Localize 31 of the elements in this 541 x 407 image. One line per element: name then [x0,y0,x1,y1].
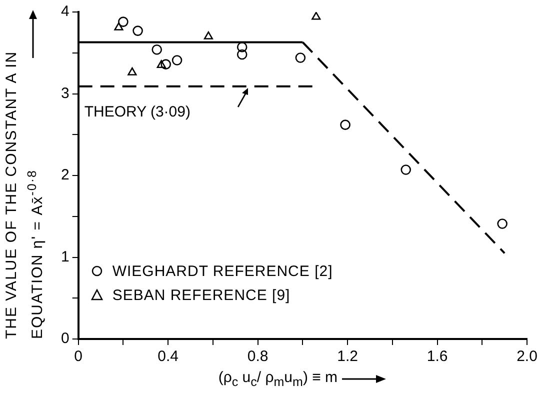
y-tick-label: 2 [61,166,70,184]
point [236,42,248,52]
point [152,44,162,55]
point [312,12,321,20]
x-tick-label: 0 [74,348,83,366]
x-tick-label: 2.0 [516,348,538,366]
point [204,31,213,40]
point [236,49,248,60]
x-tick-label: 0.8 [247,348,268,366]
y-tick-label: 3 [61,84,70,102]
point [160,59,171,70]
annotation: THEORY (3·09) [84,104,190,121]
point [340,120,350,130]
x-tick-label: 1.2 [337,348,358,366]
point [118,16,128,27]
point [128,67,137,76]
point [114,22,124,30]
point [156,60,166,68]
x-tick-label: 0.4 [158,348,179,366]
point [400,164,412,175]
point [172,55,182,66]
legend-label: SEBAN REFERENCE [9] [112,286,290,304]
y-tick-label: 1 [61,248,70,266]
point [295,52,306,63]
y-tick-label: 4 [61,3,70,20]
text: (ρ$_{c}$ u$_{c}$/ ρ$_{m}$u$_{m}$) ≡ m [218,369,338,389]
x-tick-label: 1.6 [426,348,448,366]
y-tick-label: 0 [61,330,70,348]
legend-label: WIEGHARDT REFERENCE [2] [112,262,333,280]
point [497,218,508,229]
point [132,26,143,36]
